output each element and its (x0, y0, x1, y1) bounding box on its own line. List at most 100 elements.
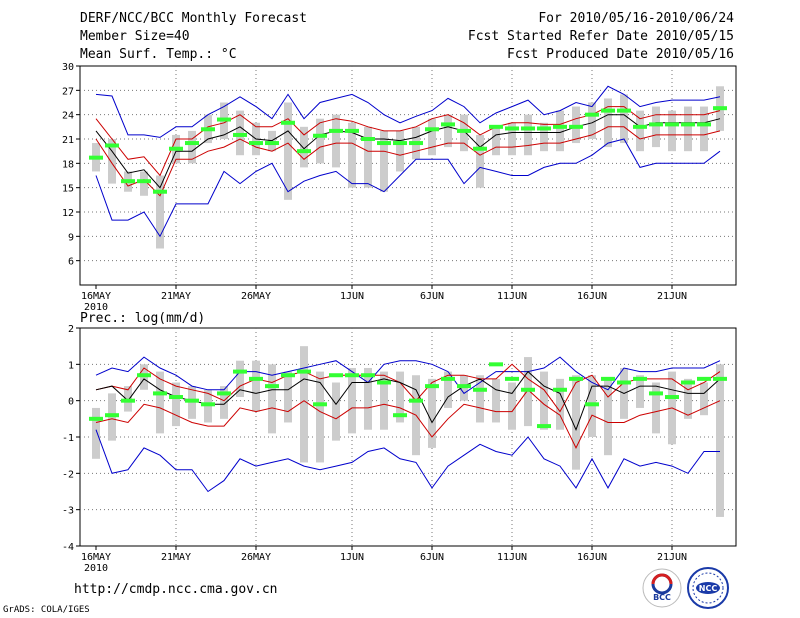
temp-ytick-label: 27 (62, 86, 74, 97)
temp-median-marker (185, 141, 199, 146)
temp-median-marker (697, 122, 711, 127)
temp-median-marker (265, 141, 279, 146)
temp-ytick-label: 18 (62, 159, 74, 170)
prec-box (348, 367, 356, 434)
temp-xtick-label: 16JUN (577, 291, 607, 302)
temp-box (604, 98, 612, 148)
prec-lower-line (95, 389, 721, 450)
temp-median-marker (665, 122, 679, 127)
precipitation-panel-title: Prec.: log(mm/d) (80, 311, 205, 326)
temp-box (492, 126, 500, 156)
prec-box (268, 364, 276, 434)
prec-ytick-label: 0 (68, 397, 74, 408)
prec-median-marker (409, 398, 423, 403)
prec-median-marker (457, 384, 471, 389)
prec-median-marker (569, 376, 583, 381)
prec-median-marker (297, 369, 311, 374)
grads-credit: GrADS: COLA/IGES (3, 605, 90, 615)
temp-max-line (95, 85, 721, 138)
temp-mean-line (95, 114, 721, 189)
ncc-logo-text: NCC (699, 584, 718, 593)
temp-xtick-label: 21MAY (161, 291, 191, 302)
prec-xtick-label: 1JUN (340, 552, 364, 563)
prec-xtick-label: 6JUN (420, 552, 444, 563)
prec-year-label: 2010 (84, 563, 108, 574)
prec-median-marker (425, 384, 439, 389)
prec-median-marker (361, 373, 375, 378)
temp-median-marker (713, 106, 727, 111)
prec-box (92, 407, 100, 459)
temp-box (332, 114, 340, 168)
temp-box (508, 122, 516, 156)
prec-box (300, 346, 308, 463)
prec-box (540, 371, 548, 430)
temp-frame (79, 65, 737, 286)
temp-median-marker (441, 122, 455, 127)
temp-median-marker (249, 141, 263, 146)
prec-xtick-label: 21MAY (161, 552, 191, 563)
temp-ytick-label: 12 (62, 208, 74, 219)
prec-median-marker (473, 387, 487, 392)
prec-median-marker (553, 387, 567, 392)
temp-box (444, 114, 452, 148)
temp-ytick-label: 24 (62, 111, 74, 122)
temp-median-marker (89, 155, 103, 160)
temp-median-marker (649, 122, 663, 127)
temp-xtick-label: 16MAY (81, 291, 111, 302)
prec-box (476, 375, 484, 423)
temp-median-marker (505, 126, 519, 131)
temp-box (572, 106, 580, 144)
prec-median-marker (169, 395, 183, 400)
prec-box (156, 371, 164, 434)
temp-median-marker (473, 146, 487, 151)
prec-median-marker (665, 395, 679, 400)
ncc-logo: NCC (687, 567, 729, 609)
temp-median-marker (169, 146, 183, 151)
prec-median-marker (601, 376, 615, 381)
prec-median-marker (153, 391, 167, 396)
prec-median-marker (537, 424, 551, 429)
prec-box (684, 378, 692, 419)
temp-median-marker (537, 126, 551, 131)
temp-median-marker (617, 108, 631, 113)
source-url[interactable]: http://cmdp.ncc.cma.gov.cn (74, 582, 278, 597)
prec-box (572, 375, 580, 470)
temp-box (556, 110, 564, 152)
temp-box (460, 114, 468, 152)
prec-median-marker (377, 380, 391, 385)
bcc-logo: BCC (642, 568, 682, 608)
prec-box (716, 364, 724, 517)
temp-box (140, 171, 148, 196)
prec-median-marker (233, 369, 247, 374)
prec-box (172, 382, 180, 427)
temp-box (684, 106, 692, 152)
temp-xtick-label: 21JUN (657, 291, 687, 302)
prec-ytick-label: -2 (62, 469, 74, 480)
prec-xtick-label: 26MAY (241, 552, 271, 563)
temp-year-label: 2010 (84, 302, 108, 313)
prec-median-marker (105, 413, 119, 418)
chart-title: DERF/NCC/BCC Monthly Forecast (80, 11, 307, 26)
temp-xtick-label: 11JUN (497, 291, 527, 302)
prec-box (220, 386, 228, 419)
prec-median-marker (137, 373, 151, 378)
prec-median-marker (345, 373, 359, 378)
prec-box (508, 382, 516, 430)
temp-median-marker (425, 127, 439, 132)
prec-box (380, 371, 388, 430)
forecast-start-date: Fcst Started Refer Date 2010/05/15 (467, 29, 734, 44)
temp-median-marker (233, 132, 247, 137)
temp-box (396, 130, 404, 172)
prec-max-line (95, 356, 721, 395)
prec-median-marker (313, 402, 327, 407)
temp-ytick-label: 15 (62, 184, 74, 195)
forecast-period: For 2010/05/16-2010/06/24 (538, 11, 734, 26)
prec-xtick-label: 11JUN (497, 552, 527, 563)
temp-box (188, 130, 196, 164)
prec-median-marker (121, 398, 135, 403)
temp-box (620, 94, 628, 144)
prec-median-marker (393, 413, 407, 418)
prec-box (700, 382, 708, 416)
